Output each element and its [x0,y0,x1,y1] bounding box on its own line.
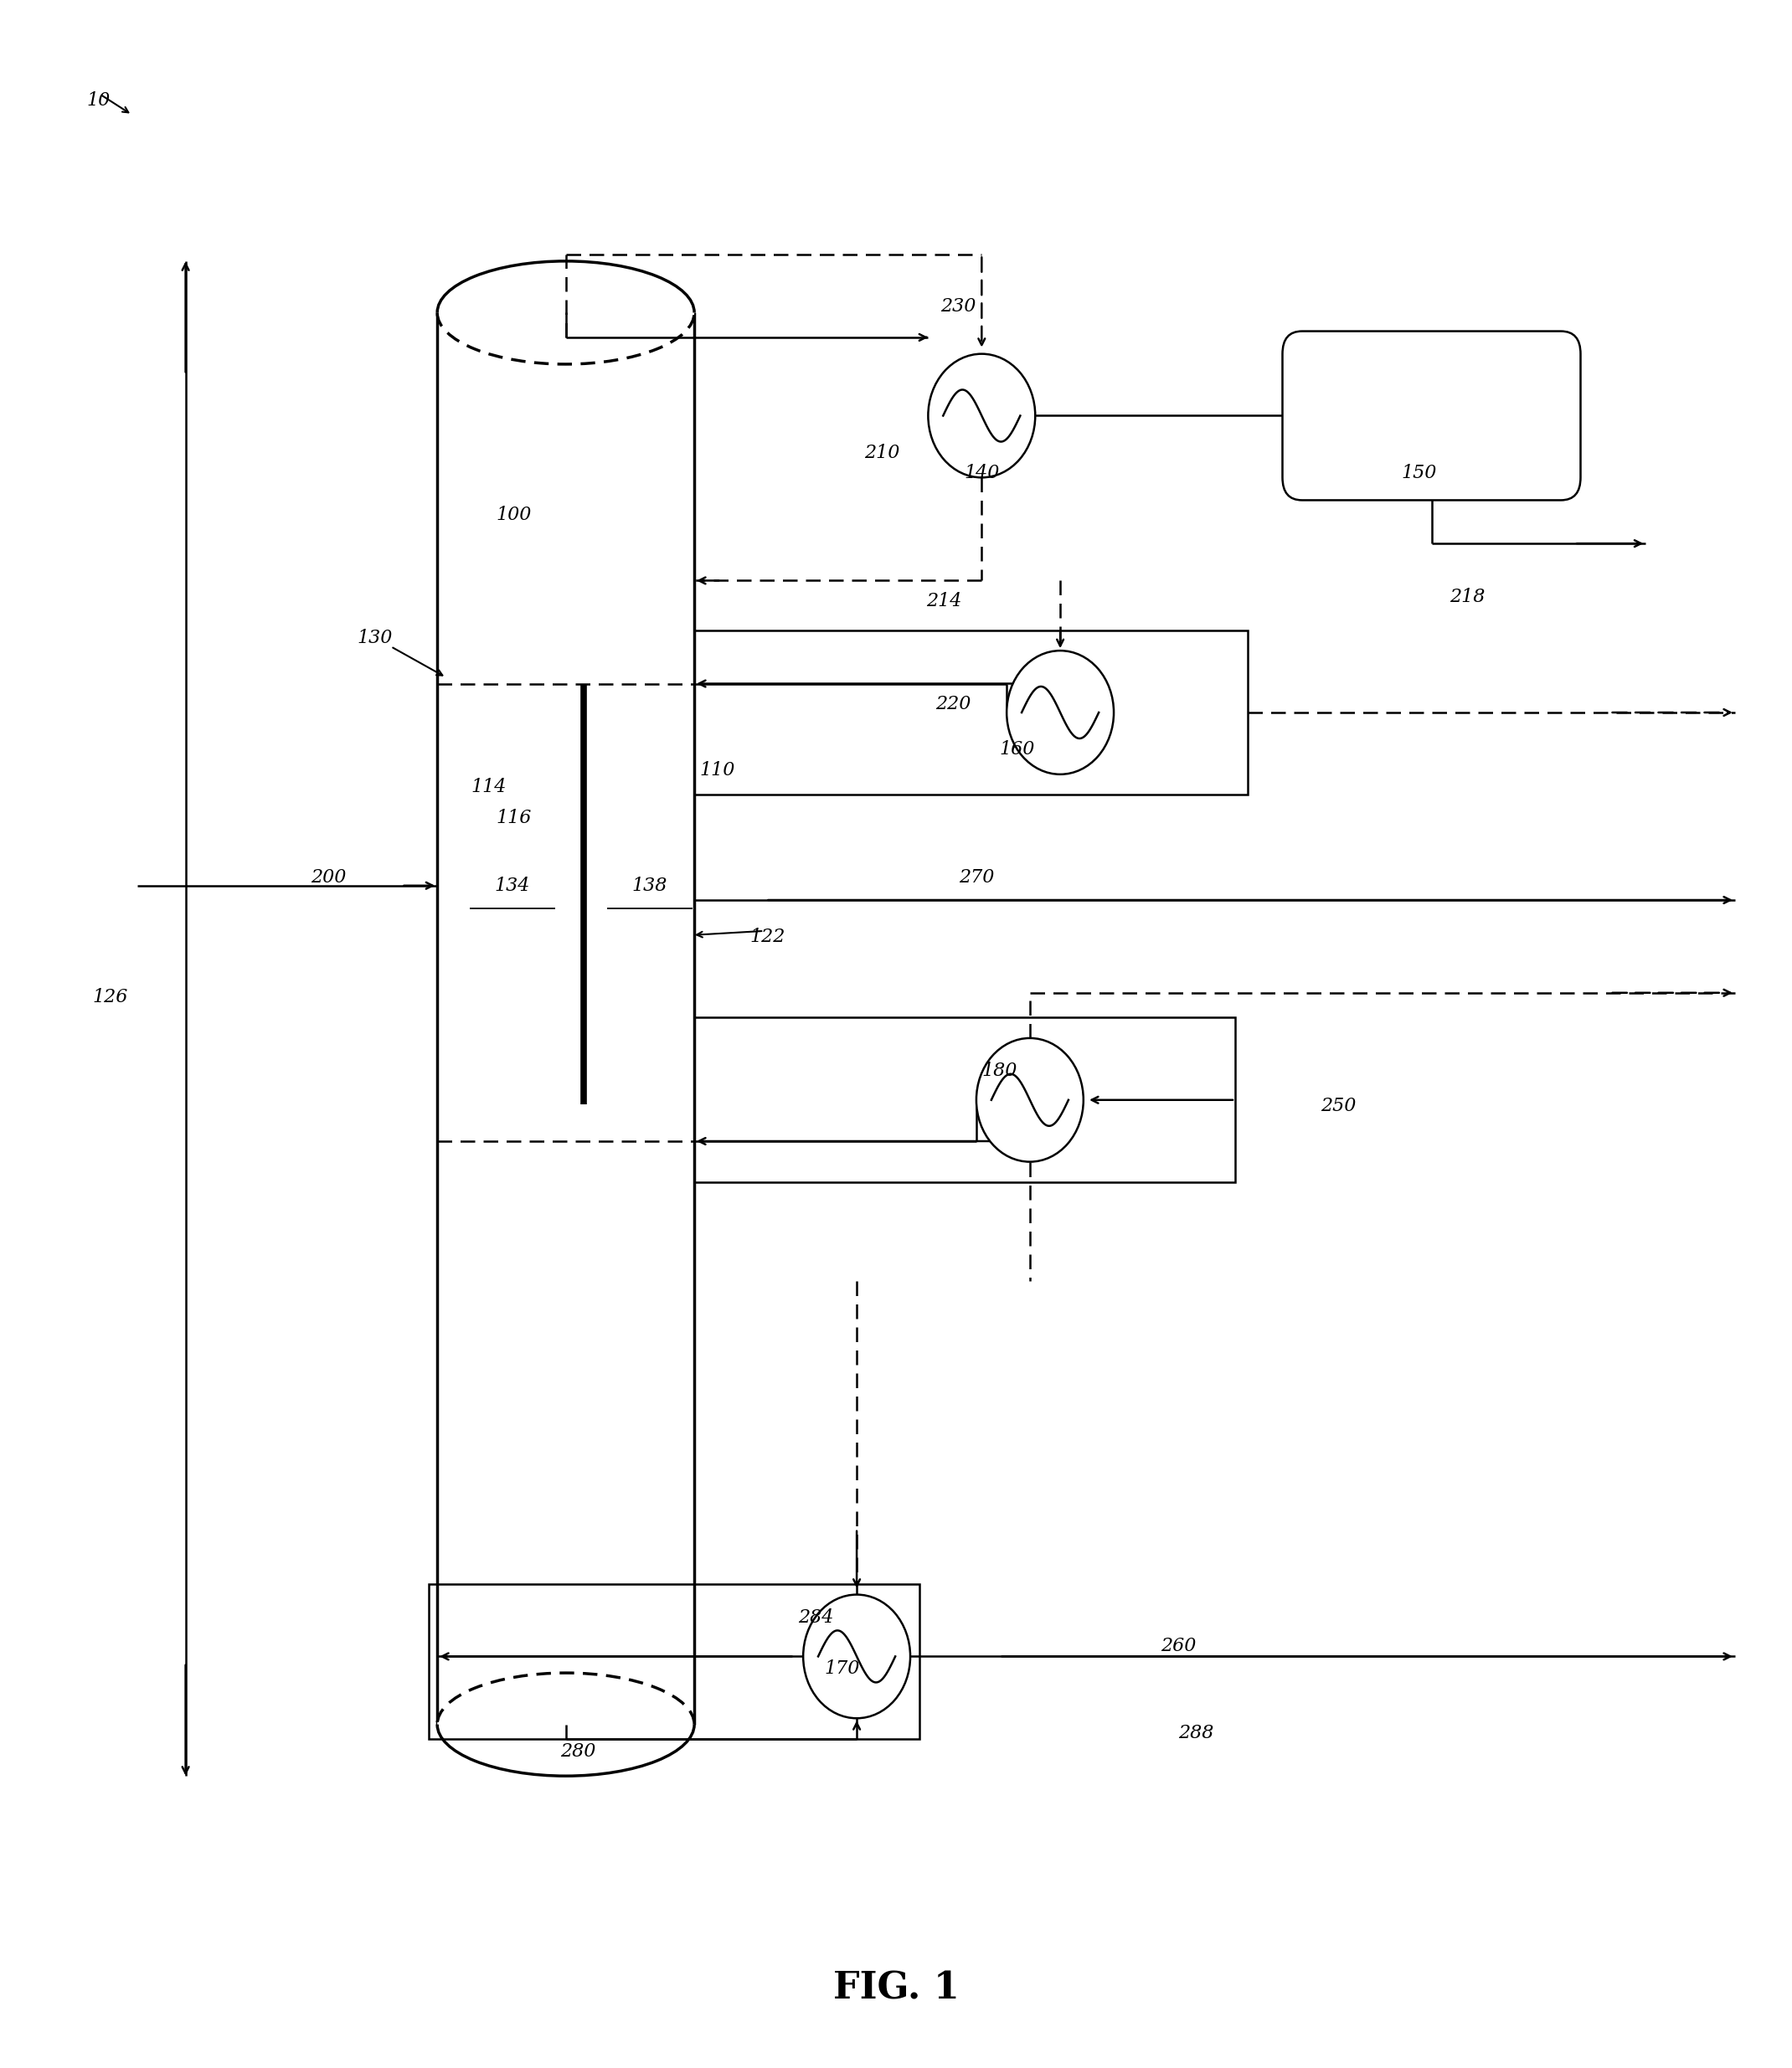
Text: FIG. 1: FIG. 1 [833,1971,959,2006]
Text: 288: 288 [1177,1723,1213,1741]
Text: 150: 150 [1401,463,1437,482]
Text: 200: 200 [310,869,346,887]
Ellipse shape [437,261,694,364]
Text: 230: 230 [941,298,977,316]
Text: 214: 214 [926,591,962,610]
Text: 180: 180 [982,1061,1018,1079]
Bar [694,1017,1235,1183]
Circle shape [803,1594,910,1719]
Text: 100: 100 [496,505,532,523]
Bar [694,631,1247,794]
Circle shape [928,354,1036,478]
Text: 210: 210 [864,443,900,461]
Circle shape [977,1038,1084,1162]
Text: 126: 126 [93,989,129,1007]
Ellipse shape [437,1673,694,1776]
Text: 134: 134 [495,877,530,895]
Text: 218: 218 [1450,587,1486,606]
Text: 284: 284 [797,1609,833,1625]
Text: 140: 140 [964,463,1000,482]
Text: 160: 160 [1000,740,1036,759]
Text: 110: 110 [699,761,735,780]
Text: 280: 280 [561,1741,597,1760]
Text: 260: 260 [1159,1638,1195,1654]
Text: 10: 10 [86,91,109,110]
Bar [428,1584,919,1739]
Text: 122: 122 [749,929,785,947]
Text: 220: 220 [935,695,971,713]
Text: 130: 130 [357,629,392,647]
Text: 250: 250 [1321,1096,1357,1115]
Text: 170: 170 [824,1661,860,1677]
Circle shape [1007,651,1115,773]
Text: 116: 116 [496,809,532,827]
Text: 270: 270 [959,869,995,887]
FancyBboxPatch shape [1283,331,1581,500]
Text: 114: 114 [471,778,507,796]
Text: 138: 138 [633,877,667,895]
